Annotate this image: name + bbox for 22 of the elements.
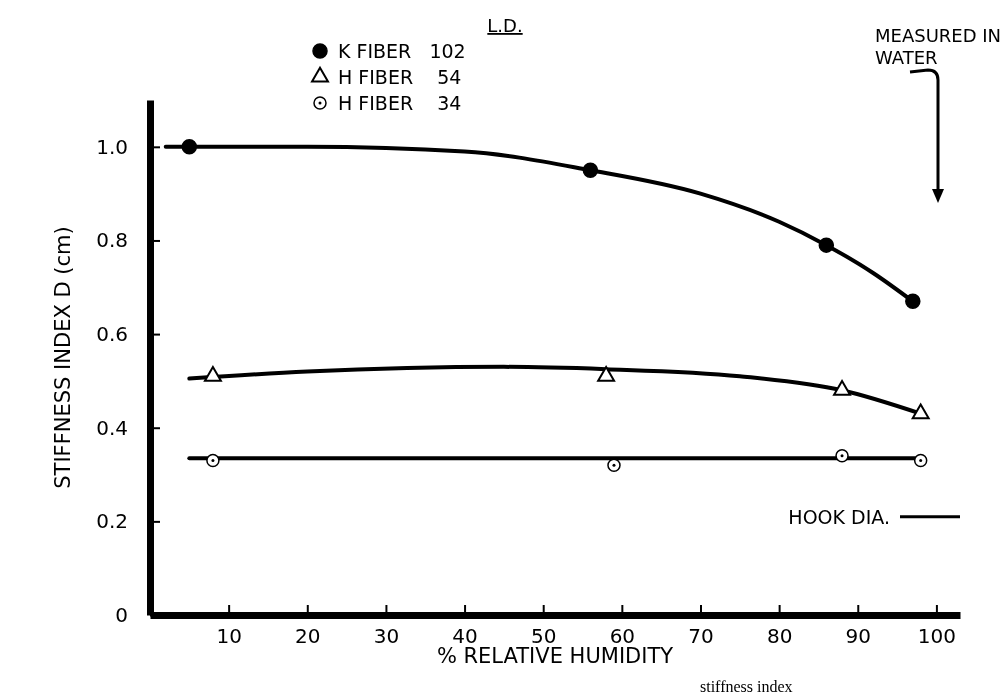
- x-axis-title: % RELATIVE HUMIDITY: [436, 644, 674, 668]
- ref-line-label: HOOK DIA.: [788, 505, 890, 528]
- y-tick-label: 0.4: [96, 415, 128, 440]
- y-tick-label: 0.6: [96, 321, 128, 346]
- x-tick-label: 70: [688, 624, 714, 649]
- x-tick-label: 30: [373, 624, 400, 649]
- legend-label: H FIBER 54: [338, 66, 462, 88]
- text: MEASURED IN WATER: [875, 25, 1002, 68]
- x-tick-label: 20: [295, 624, 321, 649]
- y-tick-label: 0.2: [96, 509, 128, 534]
- x-tick-label: 80: [766, 624, 793, 649]
- x-tick-label: 100: [917, 624, 956, 649]
- y-tick-label: 1.0: [96, 134, 128, 159]
- text: stiffness index: [700, 678, 793, 695]
- y-tick-label: 0.8: [96, 228, 128, 253]
- legend-label: K FIBER 102: [338, 40, 466, 62]
- legend-label: H FIBER 34: [338, 92, 462, 114]
- x-tick-label: 10: [216, 624, 242, 649]
- y-axis-title: STIFFNESS INDEX D (cm): [51, 226, 75, 489]
- legend-title: L.D.: [487, 15, 523, 36]
- x-tick-label: 90: [845, 624, 871, 649]
- y-tick-label: 0: [115, 602, 128, 627]
